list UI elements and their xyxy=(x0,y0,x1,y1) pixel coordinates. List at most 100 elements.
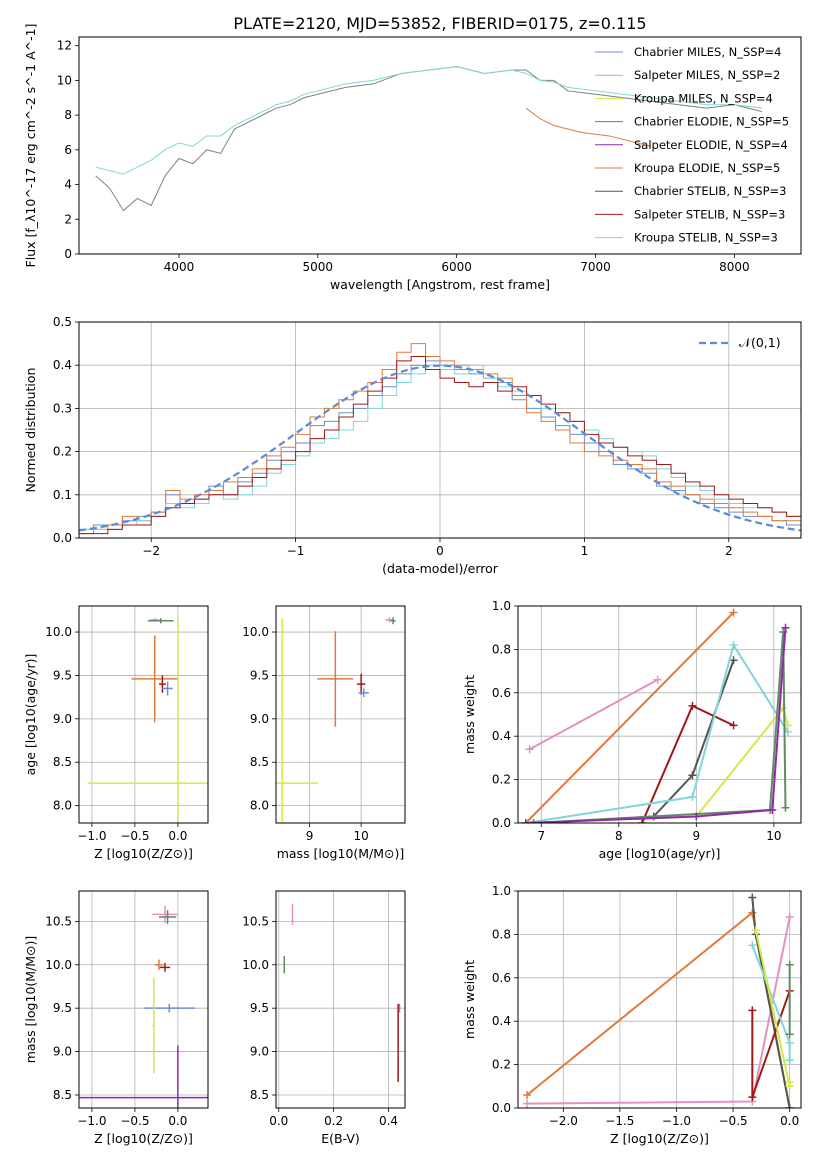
legend-entry: Chabrier MILES, N_SSP=4 xyxy=(634,45,781,59)
tick-label-y: 1.0 xyxy=(492,884,511,898)
axes-frame xyxy=(78,321,802,539)
weight-point xyxy=(729,641,738,650)
axis-label-y: mass weight xyxy=(462,675,477,754)
legend-entry: Salpeter MILES, N_SSP=2 xyxy=(634,68,780,82)
tick-label-x: −2 xyxy=(142,544,160,558)
weight-point xyxy=(523,1099,532,1108)
legend-entry: Salpeter ELODIE, N_SSP=4 xyxy=(634,138,788,152)
legend-entry: Kroupa STELIB, N_SSP=3 xyxy=(634,231,778,245)
weight-point xyxy=(525,745,534,754)
axis-label-x: Z [log10(Z/Z⊙)] xyxy=(610,1131,709,1146)
tick-label-y: 10.0 xyxy=(45,625,72,639)
weight-point xyxy=(748,941,757,950)
mass-age-marks xyxy=(276,617,396,823)
weight-point xyxy=(692,812,701,821)
tick-label-y: 9.0 xyxy=(250,1045,269,1059)
tick-label-y: 0 xyxy=(64,247,72,261)
axes-frame xyxy=(275,890,406,1109)
residual-hist-marks xyxy=(79,343,801,535)
tick-label-y: 8.5 xyxy=(53,755,72,769)
weight-point xyxy=(785,1038,794,1047)
weight-point xyxy=(748,908,757,917)
tick-label-x: 5000 xyxy=(303,260,334,274)
axis-label-x: mass [log10(M/M⊙)] xyxy=(277,846,405,861)
axis-label-x: Z [log10(Z/Z⊙)] xyxy=(94,846,193,861)
z-mass-marks xyxy=(79,905,208,1108)
axes-frame xyxy=(275,605,406,824)
tick-label-y: 10.5 xyxy=(242,914,269,928)
weight-point xyxy=(521,819,530,823)
weight-point xyxy=(748,893,757,902)
tick-label-x: 10 xyxy=(353,829,368,843)
tick-label-x: 8 xyxy=(615,829,623,843)
legend-entry: Salpeter STELIB, N_SSP=3 xyxy=(634,207,785,221)
age-weight-marks xyxy=(521,608,792,823)
tick-label-x: −1.5 xyxy=(605,1114,634,1128)
weight-point xyxy=(781,623,790,632)
axes-frame xyxy=(78,605,209,824)
tick-label-y: 12 xyxy=(57,39,72,53)
weight-point xyxy=(748,1093,757,1102)
tick-label-y: 8.5 xyxy=(250,1088,269,1102)
axes-frame xyxy=(78,36,802,255)
tick-label-x: 0.0 xyxy=(780,1114,799,1128)
tick-label-y: 9.0 xyxy=(250,712,269,726)
tick-label-y: 8 xyxy=(64,108,72,122)
tick-label-x: 10 xyxy=(766,829,781,843)
weight-point xyxy=(768,805,777,814)
weight-line-s7 xyxy=(533,631,787,823)
tick-label-x: 0 xyxy=(436,544,444,558)
axes-frame xyxy=(78,890,209,1109)
weight-point xyxy=(653,675,662,684)
legend-entry: Chabrier ELODIE, N_SSP=5 xyxy=(634,115,789,129)
z-weight-marks xyxy=(523,893,794,1108)
tick-label-y: 0.8 xyxy=(492,927,511,941)
age-weight-panel: 7 8 9 10 0.0 0.2 0.4 0.6 0.8 1.0 age [log10(age/yr… xyxy=(462,599,802,861)
normal-curve xyxy=(79,364,801,532)
tick-label-y: 8.0 xyxy=(250,799,269,813)
spectrum-marks xyxy=(95,66,763,212)
weight-line-s1 xyxy=(525,611,735,823)
weight-line-s4 xyxy=(641,704,734,823)
spectrum-line-data xyxy=(95,66,763,212)
weight-point xyxy=(748,1006,757,1015)
tick-label-y: 10 xyxy=(57,73,72,87)
weight-point xyxy=(729,608,738,617)
axis-label-y: Flux [f_λ10^-17 erg cm^-2 s^-1 A^-1] xyxy=(23,24,38,268)
tick-label-y: 9.5 xyxy=(250,668,269,682)
tick-label-x: 0.0 xyxy=(168,1114,187,1128)
weight-point xyxy=(781,803,790,812)
weight-point xyxy=(729,721,738,730)
tick-label-y: 2 xyxy=(64,212,72,226)
weight-point xyxy=(529,819,538,823)
tick-label-x: −1.0 xyxy=(662,1114,691,1128)
z-weight-panel: −2.0 −1.5 −1.0 −0.5 0.0 0.0 0.2 0.4 0.6 0.8 1.0 Z [… xyxy=(462,884,802,1146)
weight-point xyxy=(785,1030,794,1039)
tick-label-x: −1.0 xyxy=(77,1114,106,1128)
tick-label-y: 0.6 xyxy=(492,686,511,700)
tick-label-x: 0.0 xyxy=(269,1114,288,1128)
tick-label-y: 0.4 xyxy=(492,729,511,743)
histogram-hist-4 xyxy=(79,356,801,535)
ebv-mass-panel: 0.0 0.2 0.4 8.5 9.0 9.5 10.0 10.5 E(B-V) xyxy=(242,890,406,1146)
residual-hist-panel: −2 −1 0 1 2 0.0 0.1 0.2 0.3 0.4 0.5 (data-model)/er… xyxy=(23,315,802,576)
tick-label-x: −0.5 xyxy=(719,1114,748,1128)
weight-point xyxy=(688,792,697,801)
tick-label-y: 8.5 xyxy=(250,755,269,769)
weight-point xyxy=(785,1104,794,1108)
tick-label-x: 4000 xyxy=(164,260,195,274)
tick-label-y: 0.3 xyxy=(53,401,72,415)
weight-point xyxy=(751,926,760,935)
weight-line-s6 xyxy=(525,705,789,823)
axis-label-x: E(B-V) xyxy=(321,1131,360,1146)
tick-label-y: 0.4 xyxy=(492,1014,511,1028)
z-age-panel: −1.0 −0.5 0.0 8.0 8.5 9.0 9.5 10.0 Z [log10(Z/Z⊙… xyxy=(23,605,209,861)
weight-line-s5 xyxy=(525,642,789,823)
tick-label-y: 6 xyxy=(64,143,72,157)
z-mass-panel: −1.0 −0.5 0.0 8.5 9.0 9.5 10.0 10.5 Z [log10(Z/Z… xyxy=(23,890,209,1146)
tick-label-y: 10.0 xyxy=(242,625,269,639)
tick-label-y: 0.2 xyxy=(492,1058,511,1072)
axis-label-y: age [log10(age/yr)] xyxy=(23,654,38,776)
tick-label-y: 10.5 xyxy=(45,914,72,928)
weight-point xyxy=(785,1056,794,1065)
